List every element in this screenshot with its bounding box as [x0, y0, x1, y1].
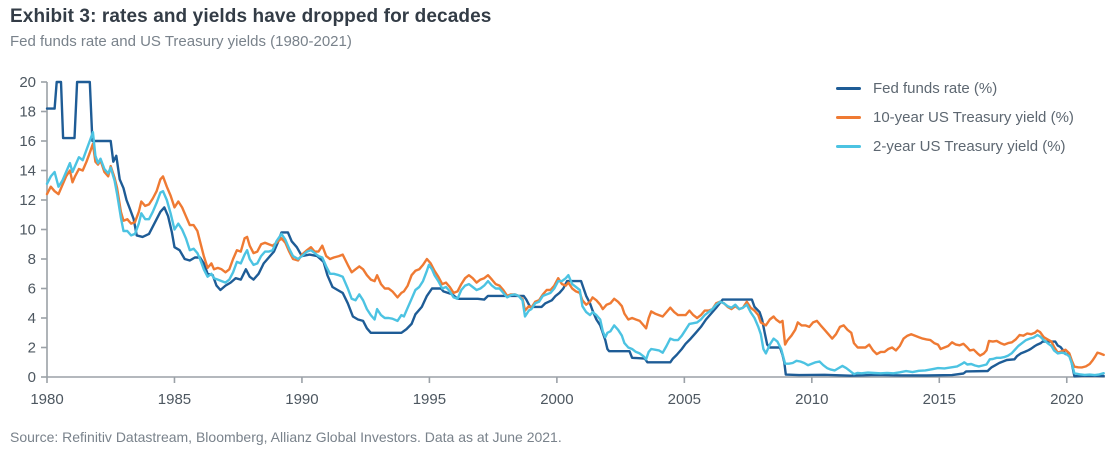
x-tick-label: 1990: [285, 391, 318, 408]
x-tick-label: 2010: [795, 391, 828, 408]
legend-label: 10-year US Treasury yield (%): [873, 108, 1074, 126]
source-note: Source: Refinitiv Datastream, Bloomberg,…: [10, 429, 562, 445]
legend-item-0: Fed funds rate (%): [836, 79, 1074, 97]
chart-legend: Fed funds rate (%) 10-year US Treasury yi…: [836, 79, 1074, 166]
y-tick-label: 10: [19, 222, 36, 239]
y-tick-label: 4: [28, 310, 36, 327]
legend-line-swatch: [836, 144, 861, 148]
y-tick-label: 6: [28, 281, 36, 298]
y-tick-label: 16: [19, 133, 36, 150]
chart-title: Exhibit 3: rates and yields have dropped…: [10, 6, 492, 27]
y-tick-label: 0: [28, 369, 36, 386]
y-tick-label: 8: [28, 251, 36, 268]
x-tick-label: 2005: [668, 391, 701, 408]
y-tick-label: 12: [19, 192, 36, 209]
legend-line-swatch: [836, 115, 861, 119]
y-tick-label: 2: [28, 340, 36, 357]
series-line-1: [45, 142, 1105, 369]
x-tick-label: 2015: [923, 391, 956, 408]
x-tick-label: 1980: [30, 391, 63, 408]
x-tick-label: 2020: [1050, 391, 1083, 408]
y-tick-label: 20: [19, 74, 36, 91]
legend-line-swatch: [836, 86, 861, 90]
x-tick-label: 1995: [413, 391, 446, 408]
chart-subtitle: Fed funds rate and US Treasury yields (1…: [10, 33, 352, 50]
legend-item-2: 2-year US Treasury yield (%): [836, 137, 1074, 155]
y-tick-label: 18: [19, 104, 36, 121]
legend-label: Fed funds rate (%): [873, 79, 998, 97]
legend-label: 2-year US Treasury yield (%): [873, 137, 1066, 155]
x-tick-label: 2000: [540, 391, 573, 408]
y-tick-label: 14: [19, 163, 36, 180]
legend-item-1: 10-year US Treasury yield (%): [836, 108, 1074, 126]
x-tick-label: 1985: [158, 391, 191, 408]
series-line-2: [45, 130, 1105, 377]
